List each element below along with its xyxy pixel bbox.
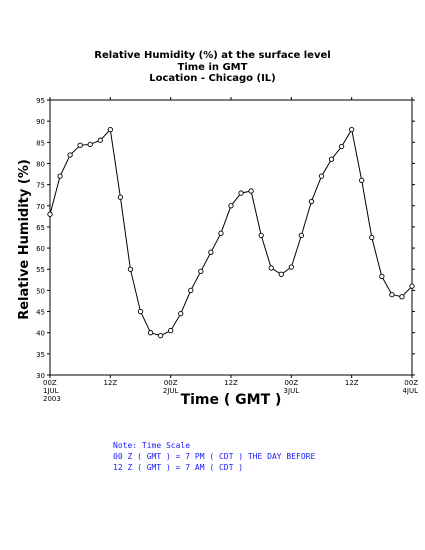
data-point [77,142,83,148]
data-point [248,188,254,194]
x-tick-label: 3JUL [284,387,300,395]
data-point [137,308,144,315]
data-point [409,283,415,289]
data-point [278,271,284,277]
data-point [117,194,124,200]
y-tick-label: 55 [36,266,45,274]
time-scale-note-00z: 00 Z ( GMT ) = 7 PM ( CDT ) THE DAY BEFO… [113,452,316,461]
chart-subtitle-time: Time in GMT [177,62,248,73]
time-scale-note-12z: 12 Z ( GMT ) = 7 AM ( CDT ) [113,463,244,472]
series-line [49,128,413,337]
y-tick-label: 90 [36,118,45,126]
x-axis-label: Time ( GMT ) [181,392,282,408]
data-point [47,211,53,217]
data-point [298,232,305,239]
data-point [218,230,224,236]
data-point [328,156,335,162]
data-point [157,333,164,339]
y-tick-label: 70 [36,203,45,211]
data-point [228,203,234,209]
y-tick-label: 35 [36,351,45,359]
data-point [57,173,63,179]
x-tick-label: 2003 [43,395,61,403]
y-tick-label: 60 [36,245,45,253]
x-tick-label: 12Z [224,379,238,387]
y-tick-label: 75 [36,182,45,190]
data-point [288,264,294,270]
data-point [369,234,375,241]
data-point [349,126,355,133]
x-tick-label: 00Z [284,379,298,387]
data-point [67,152,73,158]
data-point [107,126,113,133]
plot-frame [49,99,413,376]
data-point [178,311,184,317]
chart-title: Relative Humidity (%) at the surface lev… [94,50,331,61]
data-point [389,291,395,298]
y-tick-label: 50 [36,287,45,295]
x-tick-label: 12Z [345,379,359,387]
y-tick-label: 65 [36,224,45,232]
y-tick-label: 95 [36,97,45,105]
data-point [318,173,325,179]
data-point [87,141,93,148]
y-tick-label: 45 [36,309,45,317]
data-point [97,137,103,143]
data-point [308,198,315,205]
chart-subtitle-location: Location - Chicago (IL) [149,73,276,84]
x-tick-label: 1JUL [43,387,59,395]
data-point [238,190,244,196]
data-point [127,266,134,272]
x-tick-label: 2JUL [163,387,179,395]
data-point [359,177,365,184]
data-point [198,268,204,274]
data-point [268,265,274,271]
time-scale-note-title: Note: Time Scale [113,441,191,450]
y-tick-label: 40 [36,330,45,338]
x-tick-label: 00Z [43,379,57,387]
data-point [258,232,264,239]
x-tick-label: 00Z [404,379,418,387]
y-axis-label: Relative Humidity (%) [17,159,32,320]
x-tick-label: 12Z [103,379,117,387]
data-point [338,143,345,150]
data-point [399,294,405,300]
y-tick-label: 85 [36,139,45,147]
y-tick-label: 30 [36,372,45,380]
y-tick-label: 80 [36,160,45,168]
data-point [379,273,385,280]
x-tick-label: 4JUL [402,387,418,395]
data-point [168,327,174,334]
x-tick-label: 00Z [164,379,178,387]
data-point [147,330,154,336]
data-point [208,249,214,255]
data-point [188,287,194,294]
